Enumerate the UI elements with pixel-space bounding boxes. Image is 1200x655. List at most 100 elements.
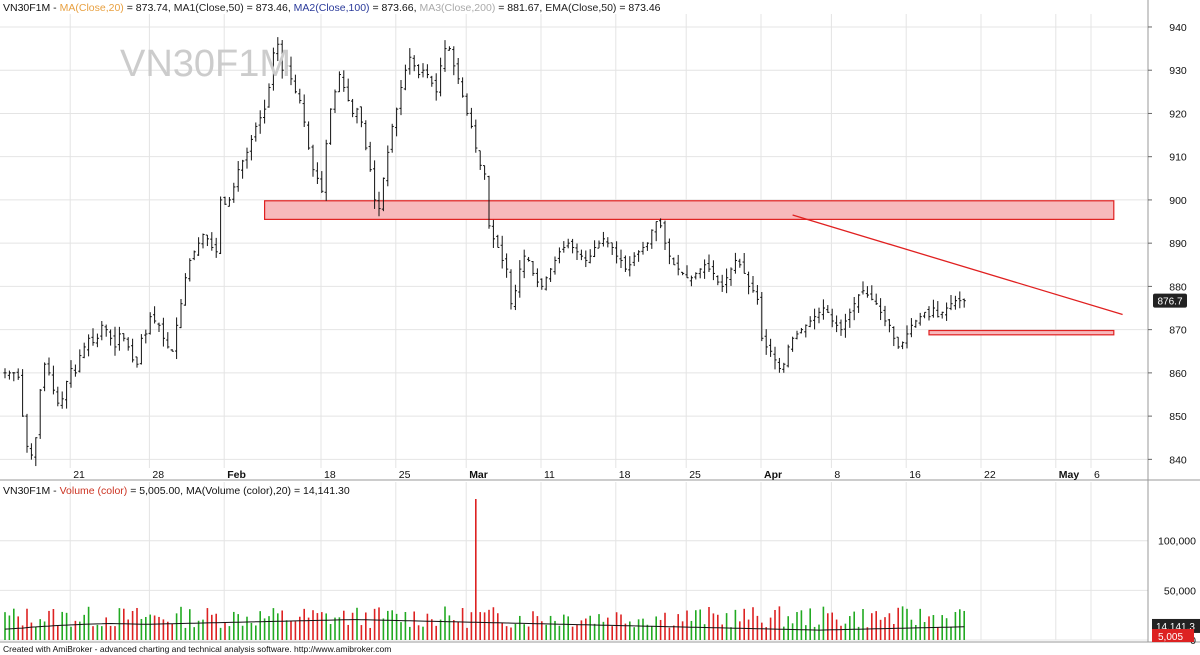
time-tick-label: 25 (399, 469, 411, 481)
header-ma2-label: MA2(Close,100) (291, 2, 370, 14)
ohlc-bar (368, 141, 372, 172)
price-tick-label: 850 (1169, 411, 1187, 423)
price-tick-label: 860 (1169, 368, 1187, 380)
ohlc-bar (703, 259, 707, 279)
ohlc-bar (918, 312, 922, 326)
ohlc-bar (879, 298, 883, 321)
ohlc-bar (491, 219, 495, 248)
ohlc-bar (395, 107, 399, 137)
ohlc-bar (588, 249, 592, 264)
ohlc-bar (474, 119, 478, 153)
ohlc-bar (417, 64, 421, 79)
ohlc-bar (593, 240, 597, 258)
ohlc-bar (623, 255, 627, 272)
ohlc-bar (452, 46, 456, 76)
ohlc-bar (786, 344, 790, 368)
ohlc-bar (698, 268, 702, 279)
ohlc-bar (38, 389, 42, 439)
ohlc-bar (456, 58, 460, 84)
ohlc-bar (650, 229, 654, 249)
time-tick-label: May (1059, 469, 1080, 481)
ohlc-bar (258, 110, 262, 134)
volume-ma-badge-label: 14,141.3 (1156, 622, 1195, 633)
ohlc-bar (738, 258, 742, 268)
price-zone (928, 329, 1115, 336)
ohlc-bar (87, 334, 91, 357)
time-tick-label: Mar (469, 469, 488, 481)
ohlc-bar (707, 254, 711, 272)
ohlc-bar (795, 330, 799, 340)
header-ema-value: = 873.46 (616, 2, 660, 14)
ohlc-bar (615, 241, 619, 264)
ohlc-bar (175, 317, 179, 360)
ohlc-bar (799, 327, 803, 334)
ohlc-bar (557, 247, 561, 264)
ohlc-bar (280, 40, 284, 79)
ohlc-bar (65, 380, 69, 409)
ohlc-bar (733, 252, 737, 274)
ohlc-bar (892, 326, 896, 347)
ohlc-bar (830, 308, 834, 328)
ohlc-bar (641, 241, 645, 255)
ohlc-bar (430, 75, 434, 87)
ohlc-bar (144, 329, 148, 344)
time-tick-label: 21 (73, 469, 85, 481)
ohlc-bar (562, 241, 566, 253)
ohlc-bar (923, 311, 927, 319)
ohlc-bar (302, 94, 306, 127)
ohlc-bar (408, 48, 412, 75)
ohlc-bar (861, 281, 865, 295)
ohlc-bar (804, 324, 808, 338)
price-header: VN30F1M - MA(Close,20) = 873.74, MA1(Clo… (3, 2, 661, 14)
price-bars (3, 37, 966, 467)
trendline (792, 214, 1123, 316)
ohlc-bar (865, 286, 869, 298)
ohlc-bar (232, 182, 236, 203)
ohlc-bar (16, 368, 20, 380)
ohlc-bar (298, 88, 302, 104)
ohlc-bar (210, 232, 214, 251)
ohlc-bar (896, 336, 900, 349)
ohlc-bar (117, 326, 121, 351)
vol-header-ma-label: MA(Volume (color),20) (183, 485, 291, 497)
ohlc-bar (694, 272, 698, 280)
ohlc-bar (747, 271, 751, 295)
price-tick-label: 880 (1169, 281, 1187, 293)
ohlc-bar (205, 234, 209, 247)
ohlc-bar (355, 107, 359, 124)
ohlc-bar (901, 341, 905, 350)
ohlc-bar (597, 240, 601, 249)
header-ma-value: = 873.74, (124, 2, 171, 14)
header-symbol: VN30F1M (3, 2, 50, 14)
ohlc-bar (500, 235, 504, 269)
time-tick-label: 25 (689, 469, 701, 481)
time-tick-label: 22 (984, 469, 996, 481)
time-tick-label: 8 (834, 469, 840, 481)
ohlc-bar (364, 120, 368, 151)
ohlc-bar (848, 308, 852, 328)
ohlc-bar (637, 250, 641, 262)
ohlc-bar (835, 315, 839, 333)
ohlc-bar (764, 329, 768, 355)
price-tick-label: 940 (1169, 22, 1187, 34)
header-ma1-label: MA1(Close,50) (171, 2, 244, 14)
ohlc-bar (610, 242, 614, 255)
gridlines (0, 14, 1148, 641)
ohlc-bar (386, 145, 390, 187)
price-tick-label: 930 (1169, 65, 1187, 77)
ohlc-bar (197, 237, 201, 256)
ohlc-bar (711, 260, 715, 281)
ohlc-bar (3, 368, 7, 379)
ohlc-bar (333, 89, 337, 114)
ohlc-bar (201, 233, 205, 249)
ohlc-bar (755, 285, 759, 305)
time-tick-label: 18 (324, 469, 336, 481)
vol-header-value: = 5,005.00, (127, 485, 183, 497)
ohlc-bar (188, 258, 192, 282)
ohlc-bar (346, 78, 350, 102)
ohlc-bar (113, 326, 117, 356)
ohlc-bar (672, 257, 676, 266)
ohlc-bar (949, 294, 953, 311)
volume-ma-line-group (4, 619, 965, 631)
